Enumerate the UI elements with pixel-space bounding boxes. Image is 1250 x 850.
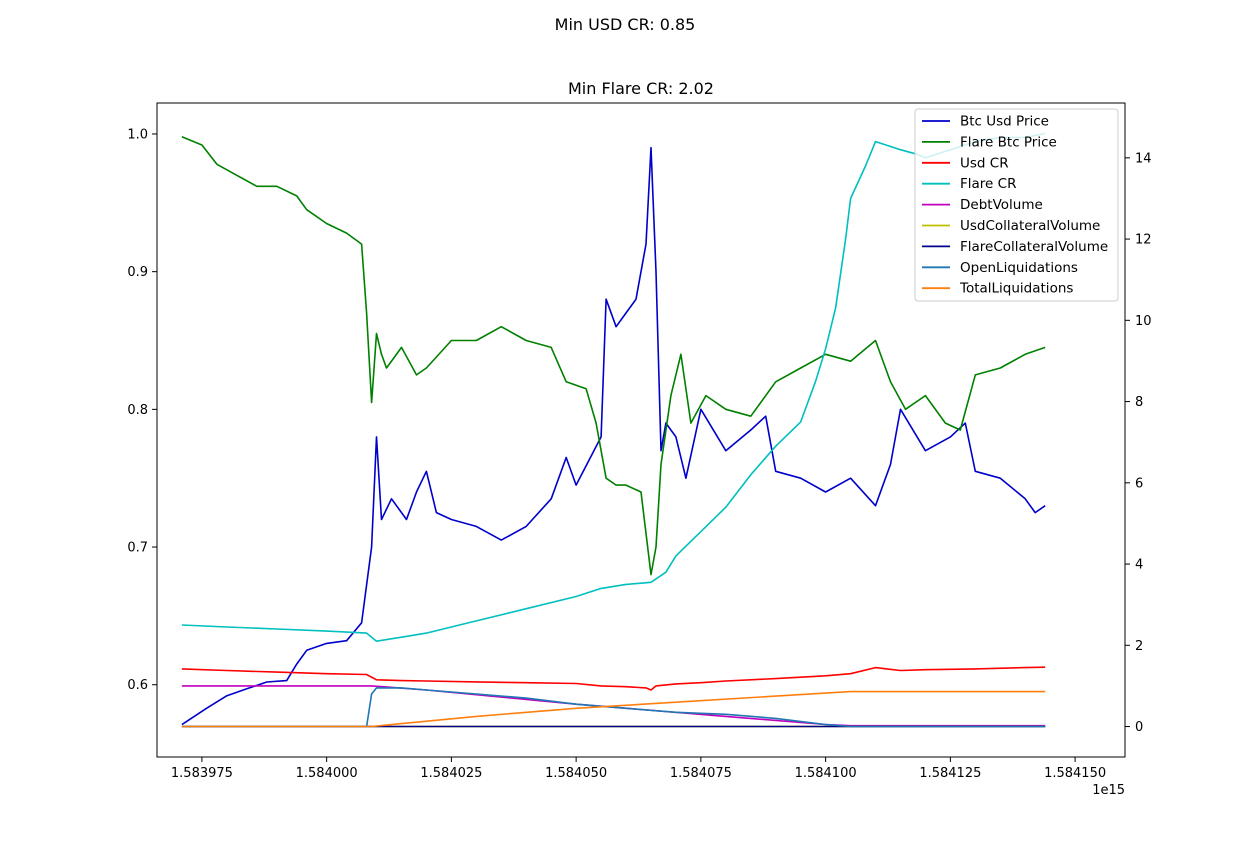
y-left-tick-label: 1.0 (127, 127, 148, 142)
legend-label-debtvolume: DebtVolume (960, 197, 1043, 213)
y-right-tick-label: 4 (1135, 558, 1143, 573)
y-right-tick-label: 12 (1135, 233, 1152, 248)
x-tick-label: 1.584125 (919, 766, 981, 781)
y-left-tick-label: 0.7 (127, 541, 148, 556)
series-layer (181, 132, 1046, 728)
plot-frame (156, 102, 1126, 758)
legend-label-flare-btc-price: Flare Btc Price (960, 134, 1057, 150)
legend-label-flarecollateralvolume: FlareCollateralVolume (960, 239, 1108, 255)
legend-label-usd-cr: Usd CR (960, 155, 1009, 171)
y-axis-left: 0.6 0.7 0.8 0.9 1.0 (127, 127, 157, 693)
series-line-btc-usd-price (181, 146, 1046, 726)
legend-box (914, 108, 1119, 302)
y-left-tick-label: 0.8 (127, 403, 148, 418)
x-tick-label: 1.584000 (296, 766, 358, 781)
x-tick-label: 1.584025 (420, 766, 482, 781)
y-right-tick-label: 0 (1135, 720, 1143, 735)
y-axis-right: 0 2 4 6 8 10 12 14 (1125, 151, 1152, 735)
legend-label-btc-usd-price: Btc Usd Price (960, 114, 1049, 130)
legend-label-openliquidations: OpenLiquidations (960, 260, 1078, 276)
x-axis: 1.583975 1.584000 1.584025 1.584050 1.584075… (171, 757, 1106, 781)
legend-label-flare-cr: Flare CR (960, 176, 1016, 192)
y-right-tick-label: 2 (1135, 639, 1143, 654)
chart-suptitle: Min USD CR: 0.85 (555, 15, 696, 34)
series-line-openliquidations (181, 687, 1046, 728)
chart-title: Min Flare CR: 2.02 (568, 79, 714, 98)
series-line-usd-cr (181, 666, 1046, 691)
x-tick-label: 1.584100 (795, 766, 857, 781)
x-tick-label: 1.584050 (545, 766, 607, 781)
y-right-tick-label: 14 (1135, 151, 1152, 166)
legend-label-usdcollateralvolume: UsdCollateralVolume (960, 218, 1100, 234)
y-left-tick-label: 0.6 (127, 678, 148, 693)
x-tick-label: 1.584075 (670, 766, 732, 781)
y-right-tick-label: 6 (1135, 476, 1143, 491)
y-right-tick-label: 8 (1135, 395, 1143, 410)
x-offset-label: 1e15 (1092, 783, 1125, 798)
series-line-flare-btc-price (181, 135, 1046, 576)
x-tick-label: 1.584150 (1044, 766, 1106, 781)
legend: Btc Usd Price Flare Btc Price Usd CR Flare … (914, 108, 1119, 302)
y-right-tick-label: 10 (1135, 314, 1152, 329)
x-tick-label: 1.583975 (171, 766, 233, 781)
series-line-totalliquidations (181, 690, 1046, 728)
legend-label-totalliquidations: TotalLiquidations (959, 281, 1073, 297)
y-left-tick-label: 0.9 (127, 265, 148, 280)
